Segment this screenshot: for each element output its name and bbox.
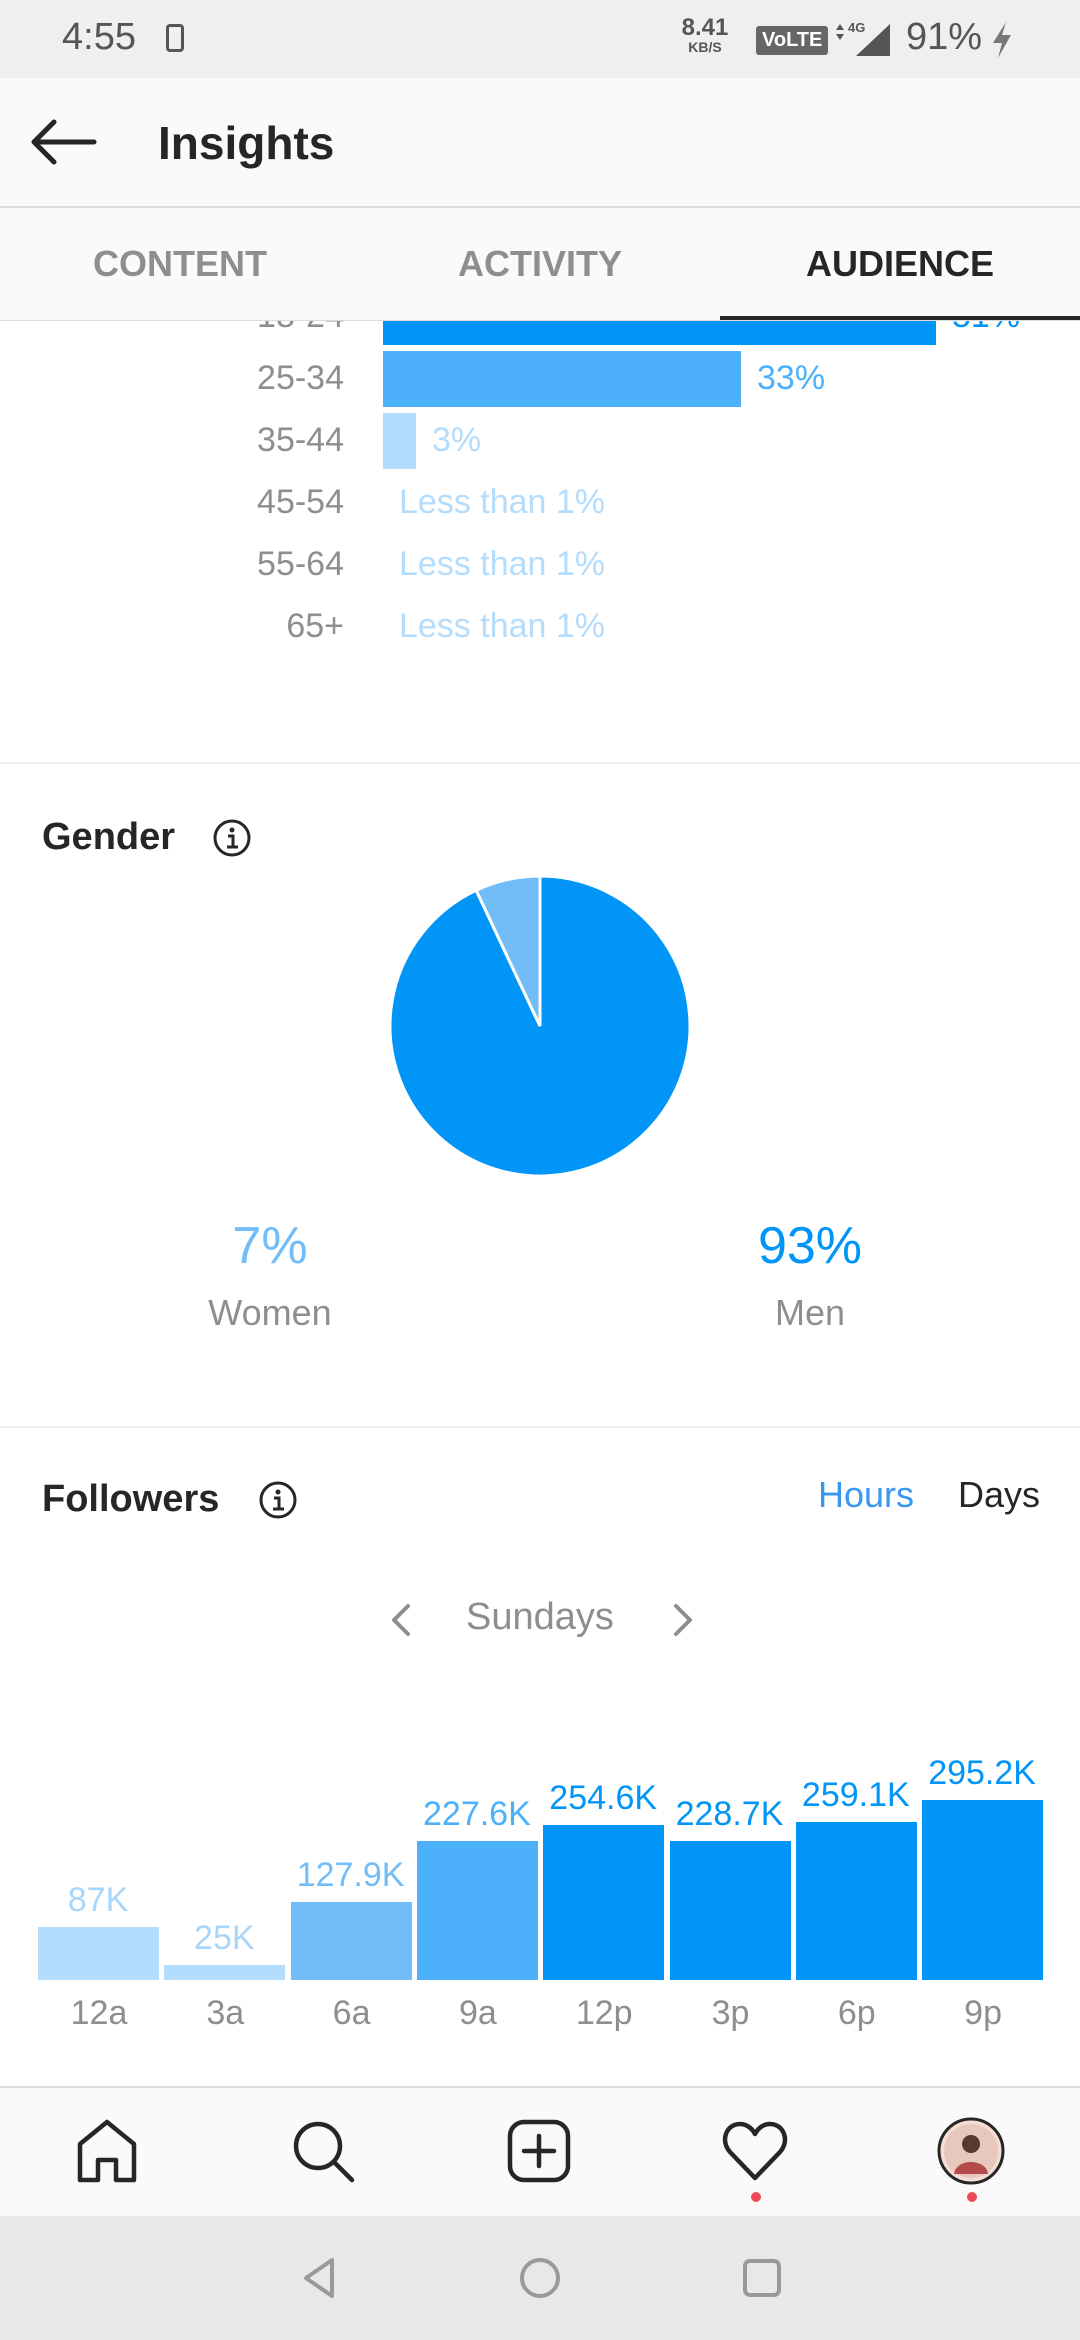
- download-icon: [166, 24, 184, 52]
- followers-bar: [38, 1927, 159, 1980]
- followers-info-icon[interactable]: [258, 1480, 298, 1520]
- followers-bar-value: 25K: [194, 1919, 255, 1957]
- age-range-label: 55-64: [257, 545, 344, 583]
- network-speed-unit: KB/S: [688, 39, 722, 55]
- network-speed: 8.41 KB/S: [680, 14, 730, 55]
- followers-bar: [543, 1825, 665, 1980]
- back-arrow-icon[interactable]: [28, 118, 98, 166]
- gender-pie-chart: [388, 874, 692, 1178]
- status-time: 4:55: [62, 16, 136, 58]
- age-range-bar: [383, 413, 416, 469]
- section-divider: [0, 762, 1080, 764]
- status-bar: 4:55 8.41 KB/S VoLTE 4G 91%: [0, 0, 1080, 78]
- tab-content[interactable]: CONTENT: [93, 243, 267, 284]
- followers-hour-label: 3a: [206, 1994, 245, 2032]
- profile-avatar[interactable]: [936, 2116, 1006, 2186]
- age-range-percent: 33%: [757, 359, 826, 397]
- age-range-percent: Less than 1%: [399, 483, 606, 521]
- home-icon[interactable]: [72, 2116, 142, 2186]
- pie-slice-women: [474, 874, 542, 1027]
- age-range-percent: 3%: [432, 421, 482, 459]
- selected-day: Sundays: [466, 1596, 614, 1638]
- followers-bar-value: 295.2K: [928, 1754, 1036, 1792]
- tab-audience[interactable]: AUDIENCE: [805, 243, 994, 284]
- bottom-navigation: [0, 2086, 1080, 2218]
- system-recents-icon[interactable]: [738, 2254, 786, 2302]
- signal-icon: 4G: [836, 20, 890, 56]
- men-label: Men: [774, 1292, 846, 1333]
- followers-hour-label: 9p: [964, 1994, 1002, 2032]
- page-title: Insights: [158, 117, 335, 169]
- gender-title: Gender: [42, 816, 176, 858]
- section-divider: [0, 1426, 1080, 1428]
- insights-tabs: CONTENT ACTIVITY AUDIENCE: [0, 208, 1080, 321]
- age-range-percent: 51%: [952, 321, 1020, 336]
- followers-bar: [164, 1965, 286, 1980]
- chevron-left-icon[interactable]: [384, 1600, 420, 1640]
- age-range-bar: [383, 351, 741, 407]
- search-icon[interactable]: [288, 2116, 358, 2186]
- followers-bar-value: 87K: [67, 1881, 129, 1919]
- gender-info-icon[interactable]: [212, 818, 252, 858]
- tab-activity[interactable]: ACTIVITY: [457, 243, 622, 284]
- activity-heart-icon[interactable]: [720, 2116, 790, 2186]
- followers-bar: [416, 1841, 538, 1980]
- age-range-label: 45-54: [257, 483, 344, 521]
- hours-toggle[interactable]: Hours: [818, 1474, 915, 1515]
- followers-hour-label: 6a: [332, 1994, 371, 2032]
- followers-bar: [669, 1841, 791, 1980]
- followers-title: Followers: [42, 1478, 220, 1520]
- chevron-right-icon[interactable]: [664, 1600, 700, 1640]
- age-range-label: 25-34: [257, 359, 344, 397]
- followers-bar: [922, 1800, 1044, 1980]
- followers-bar-value: 254.6K: [549, 1779, 658, 1817]
- followers-bar-value: 259.1K: [801, 1776, 910, 1814]
- network-type: 4G: [848, 20, 865, 35]
- followers-bar-value: 228.7K: [675, 1795, 784, 1833]
- system-home-icon[interactable]: [516, 2254, 564, 2302]
- age-range-percent: Less than 1%: [399, 545, 606, 583]
- men-percent: 93%: [757, 1217, 863, 1275]
- age-range-chart: 18-24 51% 25-34 33% 35-44 3% 45-54 Less than 1%…: [0, 321, 1080, 761]
- followers-hour-label: 9a: [458, 1994, 497, 2032]
- new-post-icon[interactable]: [504, 2116, 574, 2186]
- age-range-percent: Less than 1%: [399, 607, 606, 645]
- followers-bar-value: 227.6K: [423, 1795, 531, 1833]
- charging-icon: [993, 22, 1011, 58]
- women-percent: 7%: [232, 1217, 308, 1275]
- system-back-icon[interactable]: [296, 2254, 344, 2302]
- followers-hours-chart: 87K 12a 25K 3a 127.9K 6a 227.6K 9a 254.6K 12p 228.…: [0, 1680, 1080, 2060]
- age-range-label: 65+: [286, 607, 344, 645]
- followers-bar: [290, 1902, 412, 1980]
- followers-hour-label: 6p: [837, 1994, 876, 2032]
- activity-notification-dot: [751, 2192, 761, 2202]
- system-navigation-bar: [0, 2216, 1080, 2340]
- followers-bar-value: 127.9K: [296, 1856, 405, 1894]
- age-range-label: 35-44: [257, 421, 344, 459]
- followers-hour-label: 12p: [575, 1994, 633, 2032]
- battery-level: 91%: [906, 16, 983, 58]
- active-tab-indicator: [720, 316, 1080, 320]
- profile-notification-dot: [967, 2192, 977, 2202]
- volte-badge: VoLTE: [756, 26, 829, 55]
- age-range-label: 18-24: [200, 321, 344, 336]
- followers-bar: [795, 1822, 917, 1980]
- app-header: Insights: [0, 78, 1080, 208]
- age-range-bar: [383, 321, 936, 345]
- followers-hour-label: 3p: [711, 1994, 750, 2032]
- network-speed-value: 8.41: [681, 14, 729, 41]
- days-toggle[interactable]: Days: [958, 1474, 1041, 1515]
- women-label: Women: [208, 1292, 332, 1333]
- followers-hour-label: 12a: [70, 1994, 128, 2032]
